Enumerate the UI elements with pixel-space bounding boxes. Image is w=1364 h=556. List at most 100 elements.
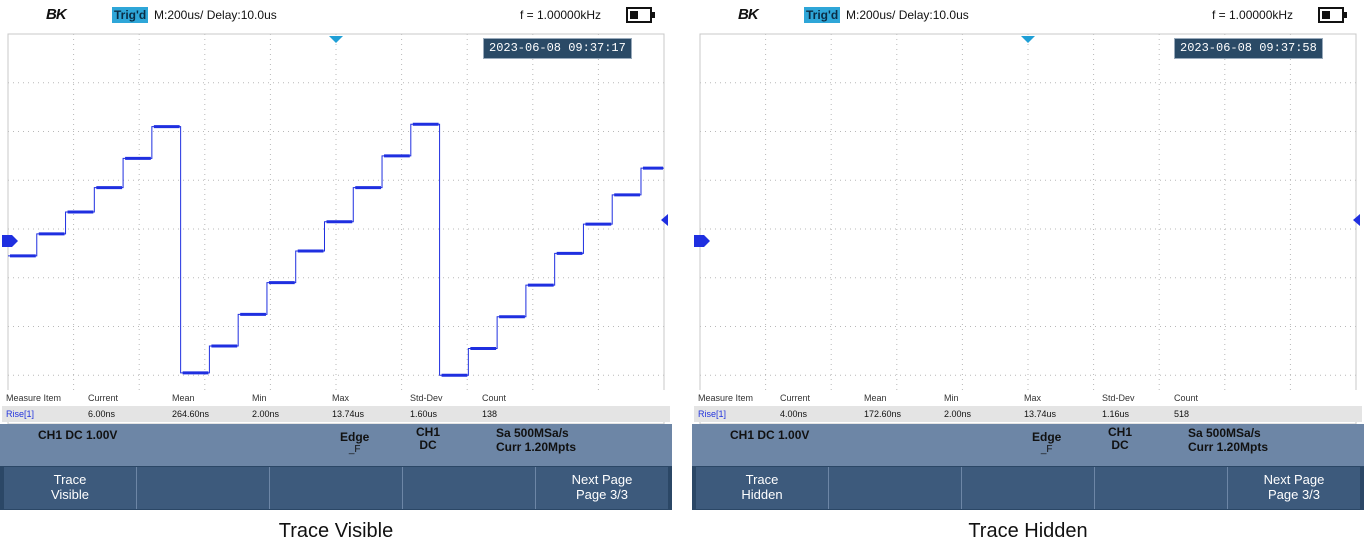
count-value: 138	[482, 409, 498, 419]
memory-depth: Curr 1.20Mpts	[1188, 440, 1269, 454]
channel-info[interactable]: CH1 DC 1.00V	[730, 428, 810, 442]
header-min: Min	[944, 393, 959, 403]
softkey-2[interactable]	[137, 467, 270, 509]
softkey-bar: Trace Hidden Next Page Page 3/3	[692, 466, 1364, 510]
waveform-display	[694, 33, 1360, 424]
trigger-coupling-label: DC	[419, 438, 437, 452]
timebase-readout: M:200us/ Delay:10.0us	[154, 8, 277, 22]
trigger-type[interactable]: Edge _F	[1032, 430, 1061, 455]
battery-icon	[626, 7, 655, 23]
softkey-4[interactable]	[403, 467, 536, 509]
timestamp: 2023-06-08 09:37:17	[483, 38, 632, 59]
trigger-source[interactable]: CH1 DC	[1108, 426, 1132, 452]
softkey-3[interactable]	[962, 467, 1095, 509]
page-indicator: Page 3/3	[1267, 487, 1321, 502]
trigger-status-badge: Trig'd	[112, 7, 149, 23]
top-status-bar: BK Trig'd M:200us/ Delay:10.0us f = 1.00…	[0, 0, 672, 32]
sample-rate: Sa 500MSa/s	[496, 426, 569, 440]
header-current: Current	[88, 393, 119, 403]
max-value: 13.74us	[332, 409, 365, 419]
header-max: Max	[332, 393, 350, 403]
min-value: 2.00ns	[944, 409, 972, 419]
header-max: Max	[1024, 393, 1042, 403]
trigger-source[interactable]: CH1 DC	[416, 426, 440, 452]
header-current: Current	[780, 393, 811, 403]
header-mean: Mean	[172, 393, 195, 403]
battery-icon	[1318, 7, 1347, 23]
caption-trace-visible: Trace Visible	[278, 520, 394, 542]
next-page-softkey[interactable]: Next Page Page 3/3	[536, 467, 668, 509]
trigger-level-marker	[661, 214, 668, 226]
brand-logo: BK	[738, 6, 759, 23]
waveform-display	[2, 33, 668, 424]
next-page-softkey[interactable]: Next Page Page 3/3	[1228, 467, 1360, 509]
waveform-grid	[2, 32, 670, 424]
softkey-label-line1: Trace	[53, 472, 87, 487]
measurement-row: Rise[1] 6.00ns 264.60ns 2.00ns 13.74us 1…	[2, 406, 670, 422]
grid-border	[699, 33, 1357, 424]
trace-visibility-softkey[interactable]: Trace Hidden	[696, 467, 829, 509]
next-page-label: Next Page	[1263, 472, 1325, 487]
std-dev-value: 1.60us	[410, 409, 438, 419]
grid-border	[7, 33, 665, 424]
frequency-readout: f = 1.00000kHz	[1212, 8, 1294, 22]
softkey-3[interactable]	[270, 467, 403, 509]
std-dev-value: 1.16us	[1102, 409, 1130, 419]
channel-info[interactable]: CH1 DC 1.00V	[38, 428, 118, 442]
top-status-bar: BK Trig'd M:200us/ Delay:10.0us f = 1.00…	[692, 0, 1364, 32]
channel-1-marker	[2, 235, 18, 247]
channel-status-bar: CH1 DC 1.00V Edge _F CH1 DC Sa 500MSa/s …	[692, 424, 1364, 466]
header-count: Count	[482, 393, 507, 403]
sample-rate: Sa 500MSa/s	[1188, 426, 1261, 440]
acquisition-info: Sa 500MSa/s Curr 1.20Mpts	[496, 426, 576, 454]
mean-value: 264.60ns	[172, 409, 210, 419]
measurement-table: Measure Item Current Mean Min Max Std-De…	[2, 388, 670, 424]
header-count: Count	[1174, 393, 1199, 403]
current-value: 6.00ns	[88, 409, 116, 419]
trigger-position-marker	[1021, 36, 1035, 43]
channel-status-bar: CH1 DC 1.00V Edge _F CH1 DC Sa 500MSa/s …	[0, 424, 672, 466]
current-value: 4.00ns	[780, 409, 808, 419]
trigger-level-marker	[1353, 214, 1360, 226]
trigger-type[interactable]: Edge _F	[340, 430, 369, 455]
softkey-2[interactable]	[829, 467, 962, 509]
softkey-label-line2: Hidden	[741, 487, 783, 502]
header-std-dev: Std-Dev	[1102, 393, 1135, 403]
oscilloscope-screen-trace-hidden: BK Trig'd M:200us/ Delay:10.0us f = 1.00…	[692, 0, 1364, 510]
oscilloscope-screen-trace-visible: BK Trig'd M:200us/ Delay:10.0us f = 1.00…	[0, 0, 672, 510]
softkey-bar: Trace Visible Next Page Page 3/3	[0, 466, 672, 510]
mean-value: 172.60ns	[864, 409, 902, 419]
header-std-dev: Std-Dev	[410, 393, 443, 403]
header-measure-item: Measure Item	[698, 393, 754, 403]
trigger-status-badge: Trig'd	[804, 7, 841, 23]
header-measure-item: Measure Item	[6, 393, 62, 403]
max-value: 13.74us	[1024, 409, 1057, 419]
trigger-coupling-label: DC	[1111, 438, 1129, 452]
trigger-source-label: CH1	[416, 425, 441, 439]
measurement-header-row: Measure Item Current Mean Min Max Std-De…	[694, 390, 1362, 406]
trigger-slope-icon: _F	[348, 444, 361, 455]
header-min: Min	[252, 393, 267, 403]
softkey-4[interactable]	[1095, 467, 1228, 509]
count-value: 518	[1174, 409, 1190, 419]
trigger-position-marker	[329, 36, 343, 43]
acquisition-info: Sa 500MSa/s Curr 1.20Mpts	[1188, 426, 1268, 454]
caption-trace-hidden: Trace Hidden	[968, 520, 1088, 542]
min-value: 2.00ns	[252, 409, 280, 419]
channel-1-marker	[694, 235, 710, 247]
measure-item-name: Rise[1]	[698, 409, 727, 419]
next-page-label: Next Page	[571, 472, 633, 487]
measure-item-name: Rise[1]	[6, 409, 35, 419]
measurement-header-row: Measure Item Current Mean Min Max Std-De…	[2, 390, 670, 406]
timestamp: 2023-06-08 09:37:58	[1174, 38, 1323, 59]
header-mean: Mean	[864, 393, 887, 403]
brand-logo: BK	[46, 6, 67, 23]
trigger-slope-icon: _F	[1040, 444, 1053, 455]
trigger-source-label: CH1	[1108, 425, 1133, 439]
softkey-label-line2: Visible	[50, 487, 90, 502]
page-indicator: Page 3/3	[575, 487, 629, 502]
trace-visibility-softkey[interactable]: Trace Visible	[4, 467, 137, 509]
waveform-grid	[694, 32, 1362, 424]
frequency-readout: f = 1.00000kHz	[520, 8, 602, 22]
measurement-row: Rise[1] 4.00ns 172.60ns 2.00ns 13.74us 1…	[694, 406, 1362, 422]
